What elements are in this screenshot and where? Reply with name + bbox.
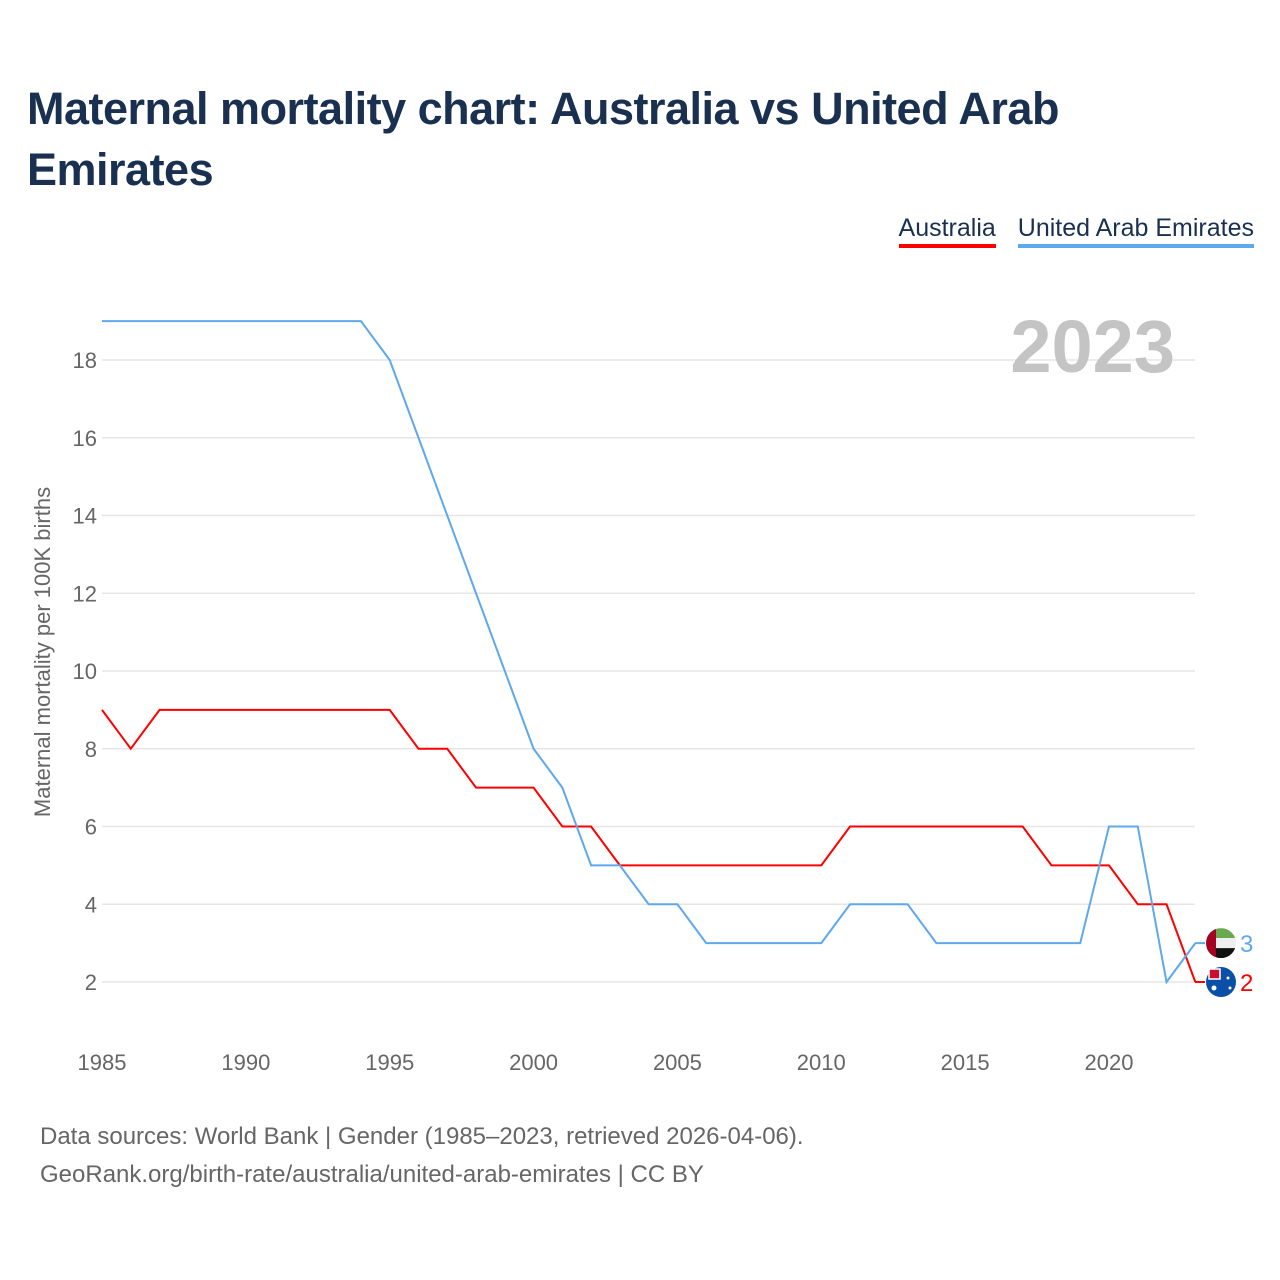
attribution: GeoRank.org/birth-rate/australia/united-… [40, 1161, 704, 1188]
y-tick-label: 12 [73, 581, 97, 606]
australia-flag-icon [1206, 967, 1236, 997]
x-tick-label: 1995 [365, 1050, 414, 1075]
x-tick-label: 2020 [1085, 1050, 1134, 1075]
y-tick-label: 8 [85, 737, 97, 762]
end-value-label: 3 [1240, 931, 1253, 958]
source-note: Data sources: World Bank | Gender (1985–… [40, 1123, 804, 1150]
y-tick-label: 4 [85, 892, 97, 917]
x-tick-label: 2015 [941, 1050, 990, 1075]
legend: Australia United Arab Emirates [898, 214, 1254, 248]
uae-flag-icon [1206, 928, 1236, 959]
y-tick-label: 2 [85, 970, 97, 995]
y-tick-label: 18 [73, 348, 97, 373]
chart-title: Maternal mortality chart: Australia vs U… [27, 83, 1059, 195]
series-line-uae[interactable] [102, 320, 1197, 985]
footer: Data sources: World Bank | Gender (1985–… [40, 1118, 804, 1194]
y-tick-label: 16 [73, 426, 97, 451]
x-tick-label: 1990 [221, 1050, 270, 1075]
y-tick-label: 14 [73, 504, 97, 529]
x-tick-label: 2005 [653, 1050, 702, 1075]
series-line-australia[interactable] [101, 708, 1197, 983]
x-tick-label: 2010 [797, 1050, 846, 1075]
y-axis-label: Maternal mortality per 100K births [30, 487, 55, 817]
legend-uae[interactable]: United Arab Emirates [1017, 214, 1254, 248]
year-watermark: 2023 [1010, 305, 1175, 388]
legend-australia[interactable]: Australia [898, 214, 996, 248]
end-value-label: 2 [1240, 970, 1253, 997]
x-tick-label: 2000 [509, 1050, 558, 1075]
x-tick-label: 1985 [78, 1050, 127, 1075]
y-tick-label: 10 [73, 659, 97, 684]
y-tick-label: 6 [85, 815, 97, 840]
